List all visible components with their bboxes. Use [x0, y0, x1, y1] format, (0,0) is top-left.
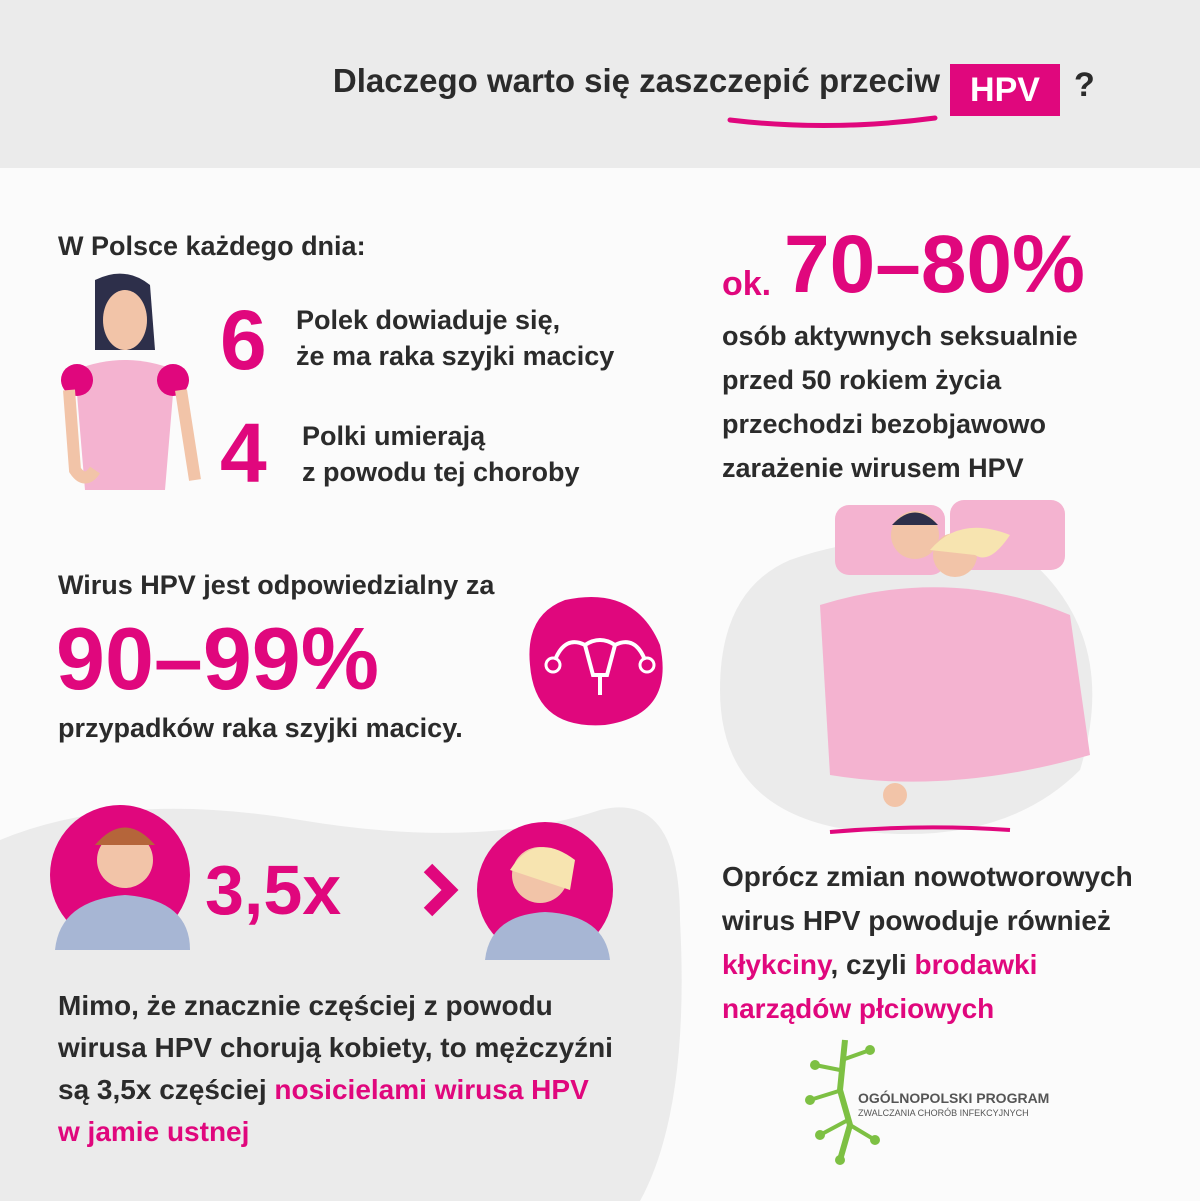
logo-line2: ZWALCZANIA CHORÓB INFEKCYJNYCH: [858, 1108, 1029, 1118]
text-line: wirusa HPV chorują kobiety, to mężczyźni: [58, 1032, 613, 1063]
title-question: ?: [1074, 66, 1095, 104]
woman-portrait: [477, 822, 613, 960]
logo-icon: [805, 1039, 880, 1165]
text-line: osób aktywnych seksualnie: [722, 321, 1078, 351]
highlight: nosicielami wirusa HPV: [274, 1074, 589, 1105]
uterus-icon: [529, 597, 663, 726]
title: Dlaczego warto się zaszczepić przeciw: [332, 62, 940, 99]
carriers-figure: 3,5x: [205, 851, 342, 929]
text-line: przechodzi bezobjawowo: [722, 409, 1047, 439]
man-portrait: [50, 805, 190, 950]
divider: [829, 825, 1011, 834]
woman-illustration: [61, 273, 201, 490]
daily-text: Polki umierają z powodu tej choroby: [302, 418, 580, 490]
responsibility-figure: 90–99%: [56, 609, 379, 708]
daily-number: 4: [220, 406, 267, 500]
text-line: Oprócz zmian nowotworowych: [722, 861, 1133, 892]
infection-prefix: ok.: [722, 265, 772, 303]
responsibility-heading: Wirus HPV jest odpowiedzialny za: [58, 570, 495, 600]
highlight: narządów płciowych: [722, 993, 995, 1024]
text-line: wirus HPV powoduje również: [722, 905, 1111, 936]
text-line: , czyli: [830, 949, 915, 980]
highlight: w jamie ustnej: [58, 1116, 250, 1147]
carriers-text: Mimo, że znacznie częściej z powodu wiru…: [58, 985, 613, 1153]
text-line: przed 50 rokiem życia: [722, 365, 1002, 395]
warts-text: Oprócz zmian nowotworowych wirus HPV pow…: [722, 855, 1133, 1031]
logo-line1: OGÓLNOPOLSKI PROGRAM: [858, 1090, 1050, 1106]
text-line: Polek dowiaduje się,: [296, 305, 561, 335]
infection-figure: 70–80%: [784, 219, 1085, 310]
text-line: że ma raka szyjki macicy: [296, 341, 615, 371]
text-line: Polki umierają: [302, 421, 486, 451]
title-underline: [727, 115, 938, 129]
highlight: kłykciny: [722, 949, 831, 980]
couple-illustration: [820, 500, 1090, 807]
daily-heading: W Polsce każdego dnia:: [58, 231, 366, 261]
text-line: z powodu tej choroby: [302, 457, 580, 487]
text-line: są 3,5x częściej: [58, 1074, 275, 1105]
text-line: zarażenie wirusem HPV: [722, 453, 1024, 483]
text-line: Mimo, że znacznie częściej z powodu: [58, 990, 553, 1021]
daily-number: 6: [220, 293, 267, 387]
responsibility-caption: przypadków raka szyjki macicy.: [58, 713, 463, 743]
title-badge: HPV: [950, 64, 1060, 116]
infection-text: osób aktywnych seksualnie przed 50 rokiem…: [722, 314, 1078, 490]
daily-text: Polek dowiaduje się, że ma raka szyjki ma…: [296, 302, 614, 374]
chevron-icon: [423, 863, 459, 917]
highlight: brodawki: [914, 949, 1038, 980]
